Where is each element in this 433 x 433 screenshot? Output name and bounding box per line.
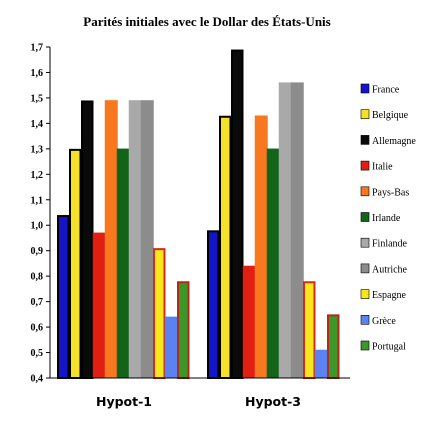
bar-gr-ce-hypot-1 — [164, 316, 178, 379]
legend-swatch — [360, 212, 370, 222]
bar-portugal-hypot-3 — [327, 314, 340, 380]
bar-allemagne-hypot-3 — [231, 49, 244, 380]
y-tick-label: 1,5 — [31, 93, 44, 104]
bar-espagne-hypot-3 — [303, 281, 316, 379]
bar-belgique-hypot-1 — [69, 148, 82, 379]
bar-allemagne-hypot-1 — [81, 100, 94, 379]
bar-irlande-hypot-1 — [116, 148, 130, 379]
bar-italie-hypot-1 — [92, 232, 106, 379]
bar-france-hypot-3 — [207, 230, 220, 379]
bar-portugal-hypot-1 — [177, 281, 190, 379]
bar-belgique-hypot-3 — [219, 115, 232, 379]
legend-swatch — [360, 314, 370, 325]
y-tick-label: 1,0 — [31, 221, 44, 232]
bar-pays-bas-hypot-3 — [254, 115, 268, 379]
legend-label: Belgique — [372, 110, 409, 121]
legend-label: Portugal — [372, 342, 406, 353]
legend-swatch — [360, 237, 370, 248]
legend-swatch — [360, 109, 370, 119]
y-tick-label: 1,6 — [31, 68, 44, 79]
legend-label: Grèce — [372, 316, 396, 327]
bar-finlande-hypot-3 — [278, 82, 292, 379]
y-tick-label: 1,2 — [31, 170, 44, 181]
x-category-label: Hypot-1 — [96, 394, 152, 409]
legend-label: Autriche — [372, 264, 408, 275]
bar-espagne-hypot-1 — [153, 248, 166, 379]
legend: France Belgique Allemagne Italie Pays-Bas Irl… — [360, 83, 416, 353]
plot-area — [57, 49, 340, 380]
legend-swatch — [360, 289, 370, 299]
y-tick-label: 0,9 — [31, 246, 44, 257]
legend-swatch — [360, 263, 370, 274]
legend-swatch — [360, 135, 370, 145]
y-tick-label: 0,8 — [31, 272, 44, 283]
bar-france-hypot-1 — [57, 215, 70, 379]
y-tick-label: 0,7 — [31, 297, 44, 308]
bar-irlande-hypot-3 — [266, 148, 280, 379]
bar-finlande-hypot-1 — [128, 100, 142, 379]
y-tick-label: 1,7 — [31, 43, 44, 54]
bar-gr-ce-hypot-3 — [314, 349, 328, 379]
legend-label: Espagne — [372, 290, 406, 301]
y-tick-label: 0,5 — [31, 348, 44, 359]
bar-autriche-hypot-3 — [290, 82, 304, 379]
legend-label: Irlande — [372, 213, 401, 224]
bar-autriche-hypot-1 — [140, 100, 154, 379]
bar-pays-bas-hypot-1 — [104, 100, 118, 379]
chart-title: Parités initiales avec le Dollar des Éta… — [83, 14, 330, 29]
bar-italie-hypot-3 — [242, 265, 256, 379]
legend-swatch — [360, 83, 370, 94]
legend-label: Allemagne — [372, 136, 416, 147]
x-axis: Hypot-1 Hypot-3 — [50, 377, 350, 409]
y-tick-label: 0,4 — [31, 374, 44, 385]
legend-label: France — [372, 85, 400, 96]
y-tick-label: 1,4 — [31, 119, 44, 130]
y-tick-label: 1,1 — [31, 195, 44, 206]
y-axis: 0,4 0,5 0,6 0,7 0,8 0,9 1,0 1,1 1,2 1,3 1,4 1,5 1,6 1… — [31, 43, 51, 385]
legend-swatch — [360, 160, 370, 171]
y-tick-label: 1,3 — [31, 144, 44, 155]
legend-label: Italie — [372, 162, 393, 173]
legend-swatch — [360, 340, 370, 351]
x-category-label: Hypot-3 — [245, 394, 301, 409]
legend-label: Finlande — [372, 239, 408, 250]
legend-label: Pays-Bas — [372, 187, 409, 198]
y-tick-label: 0,6 — [31, 323, 44, 334]
legend-swatch — [360, 186, 370, 197]
